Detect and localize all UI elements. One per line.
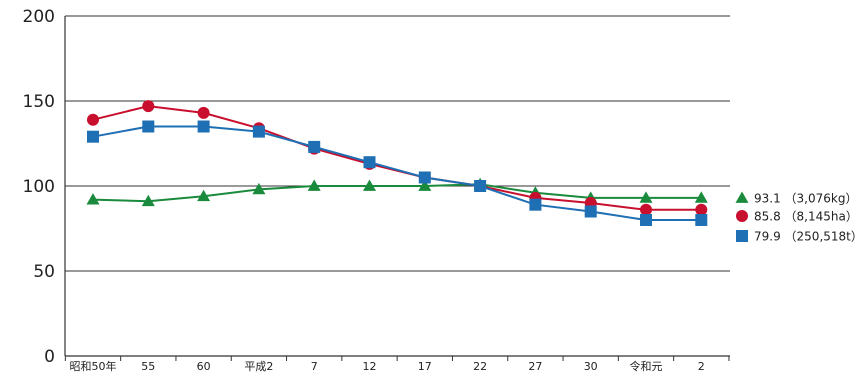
- x-tick-label: 7: [311, 360, 318, 373]
- series-group: [86, 100, 708, 226]
- data-point-triangle: [418, 179, 432, 191]
- y-tick-label-100: 100: [23, 177, 55, 197]
- data-point-square: [87, 130, 99, 143]
- data-point-triangle: [307, 179, 321, 191]
- data-point-circle: [640, 203, 652, 216]
- x-tick-label: 令和元: [630, 359, 663, 373]
- x-tick-label: 平成2: [244, 360, 273, 373]
- data-point-square: [363, 156, 376, 169]
- data-point-square: [736, 230, 748, 242]
- series-triangle: [86, 177, 708, 207]
- x-axis-ticks: 昭和50年 55 60 平成2 7 12 17 22 27 30 令和元 2: [64, 356, 730, 373]
- data-point-square: [252, 125, 265, 138]
- y-tick-label-150: 150: [23, 92, 55, 112]
- data-point-square: [474, 180, 487, 192]
- data-point-circle: [736, 210, 748, 222]
- y-tick-label-200: 200: [23, 7, 55, 27]
- y-tick-label-0: 0: [44, 347, 55, 367]
- x-tick-label: 昭和50年: [70, 359, 117, 373]
- data-point-triangle: [197, 189, 211, 202]
- data-point-square: [308, 140, 321, 153]
- legend-label: 85.8 （8,145ha）: [754, 210, 858, 224]
- data-point-square: [640, 214, 652, 226]
- legend-item-square: 79.9 （250,518t）: [736, 230, 863, 244]
- legend-label: 93.1 （3,076kg）: [754, 192, 857, 206]
- data-point-triangle: [735, 191, 749, 203]
- x-tick-label: 2: [698, 360, 705, 373]
- data-point-square: [529, 198, 542, 211]
- series-line-circle: [92, 105, 702, 211]
- data-point-triangle: [639, 191, 653, 203]
- data-point-triangle: [141, 194, 155, 207]
- legend-item-circle: 85.8 （8,145ha）: [736, 210, 858, 224]
- x-tick-label: 60: [197, 360, 211, 373]
- data-point-triangle: [86, 193, 100, 205]
- gridlines: [65, 15, 730, 272]
- series-line-square: [92, 125, 702, 221]
- x-tick-label: 12: [363, 360, 377, 373]
- series-square: [87, 120, 708, 226]
- legend-item-triangle: 93.1 （3,076kg）: [735, 191, 857, 206]
- data-point-triangle: [694, 191, 708, 203]
- x-tick-label: 30: [584, 360, 598, 373]
- x-tick-label: 27: [528, 360, 542, 373]
- data-point-circle: [87, 113, 99, 126]
- y-tick-label-50: 50: [33, 262, 55, 282]
- y-axis-ticks: 0 50 100 150 200: [23, 7, 55, 367]
- data-point-square: [197, 120, 210, 133]
- legend-label: 79.9 （250,518t）: [754, 230, 863, 244]
- data-point-square: [695, 214, 708, 226]
- x-tick-label: 17: [418, 360, 432, 373]
- data-point-triangle: [252, 182, 266, 195]
- data-point-square: [584, 205, 597, 218]
- series-line-triangle: [92, 183, 702, 203]
- data-point-circle: [695, 203, 708, 216]
- data-point-circle: [197, 106, 210, 119]
- data-point-triangle: [363, 179, 376, 191]
- x-tick-label: 22: [473, 360, 487, 373]
- legend: 93.1 （3,076kg） 85.8 （8,145ha） 79.9 （250,51…: [735, 191, 863, 244]
- data-point-square: [418, 171, 431, 184]
- x-tick-label: 55: [141, 360, 155, 373]
- data-point-square: [142, 120, 155, 133]
- data-point-circle: [142, 100, 155, 113]
